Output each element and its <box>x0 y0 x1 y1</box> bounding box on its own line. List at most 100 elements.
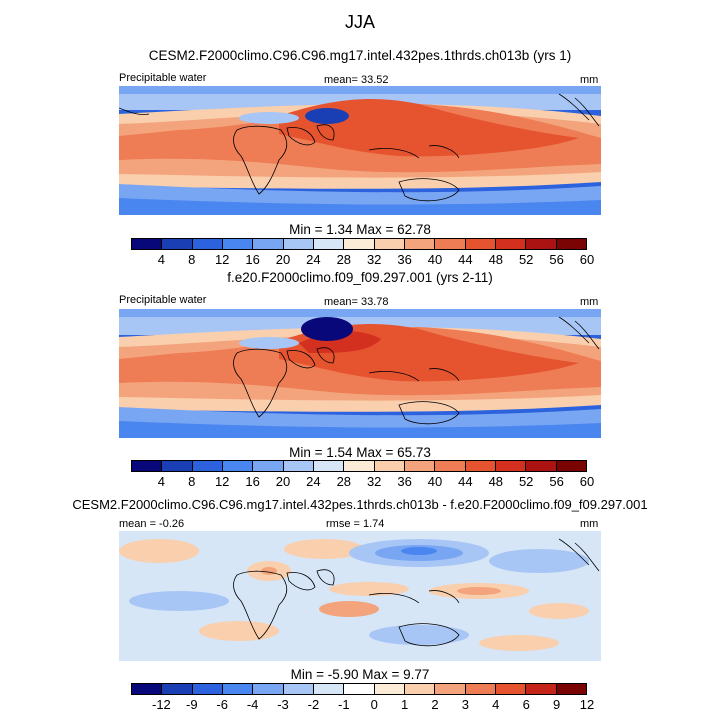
colorbar-tick-label: 4 <box>157 252 166 267</box>
colorbar-tick-label: 24 <box>306 252 321 267</box>
colorbar-swatch <box>526 461 557 471</box>
colorbar-swatch <box>465 461 496 471</box>
colorbar-tick-label: -3 <box>277 697 289 712</box>
panel-3-run-title: CESM2.F2000climo.C96.C96.mg17.intel.432p… <box>72 497 648 512</box>
colorbar-tick-label: 28 <box>336 252 352 267</box>
colorbar-swatch <box>132 461 163 471</box>
colorbar-swatch <box>253 461 284 471</box>
colorbar-swatch <box>465 239 496 249</box>
colorbar-swatch <box>404 461 436 471</box>
colorbar-tick-label: -2 <box>307 697 320 712</box>
colorbar-tick-label: 4 <box>157 474 166 489</box>
colorbar-tick-label: 6 <box>522 697 530 712</box>
colorbar-tick-label: 12 <box>214 474 230 489</box>
colorbar-swatch <box>222 684 254 694</box>
colorbar-tick-label: 9 <box>552 697 561 712</box>
colorbar-tick-label: 16 <box>245 252 260 267</box>
panel-1-colorbar-ticks: 4 8 12 16 20 24 28 32 36 40 44 48 52 56 60 <box>131 252 594 268</box>
panel-1-run-title: CESM2.F2000climo.C96.C96.mg17.intel.432p… <box>148 48 572 63</box>
colorbar-swatch <box>222 239 254 249</box>
colorbar-swatch <box>435 239 466 249</box>
panel-1-variable-label: Precipitable water <box>119 72 207 84</box>
colorbar-swatch <box>404 239 436 249</box>
panel-2-minmax: Min = 1.54 Max = 65.73 <box>289 445 431 460</box>
colorbar-tick-label: 56 <box>549 474 564 489</box>
colorbar-tick-label: 48 <box>488 252 504 267</box>
colorbar-swatch <box>132 239 163 249</box>
colorbar-tick-label: -6 <box>216 697 228 712</box>
colorbar-tick-label: 36 <box>397 252 412 267</box>
colorbar-tick-label: -12 <box>151 697 171 712</box>
colorbar-swatch <box>556 239 586 249</box>
panel-1-mean-label: mean= 33.52 <box>324 74 389 86</box>
colorbar-swatch <box>374 239 405 249</box>
colorbar-swatch <box>465 684 496 694</box>
figure-title: JJA <box>344 12 375 32</box>
colorbar-swatch <box>374 461 405 471</box>
colorbar-swatch <box>556 684 586 694</box>
colorbar-swatch <box>495 239 527 249</box>
colorbar-swatch <box>283 684 314 694</box>
colorbar-tick-label: 8 <box>188 252 196 267</box>
colorbar-swatch <box>495 684 527 694</box>
colorbar-tick-label: 28 <box>336 474 352 489</box>
colorbar-tick-label: 2 <box>431 697 439 712</box>
colorbar-swatch <box>253 684 284 694</box>
panel-2-colorbar-ticks: 4 8 12 16 20 24 28 32 36 40 44 48 52 56 60 <box>131 474 594 490</box>
colorbar-swatch <box>162 239 193 249</box>
colorbar-tick-label: 44 <box>458 252 473 267</box>
colorbar-swatch <box>404 684 436 694</box>
colorbar-swatch <box>313 684 345 694</box>
colorbar-swatch <box>192 684 223 694</box>
colorbar-tick-label: 20 <box>275 474 291 489</box>
colorbar-tick-label: -9 <box>186 697 198 712</box>
colorbar-swatch <box>192 239 223 249</box>
colorbar-swatch <box>192 461 223 471</box>
colorbar-swatch <box>344 461 375 471</box>
colorbar-swatch <box>435 461 466 471</box>
panel-2-run-title: f.e20.F2000climo.f09_f09.297.001 (yrs 2-… <box>227 270 493 285</box>
panel-3-colorbar-ticks: -12 -9 -6 -4 -3 -2 -1 0 1 2 3 4 6 9 12 <box>131 697 594 713</box>
colorbar-swatch <box>253 239 284 249</box>
colorbar-swatch <box>344 239 375 249</box>
colorbar-swatch <box>222 461 254 471</box>
colorbar-tick-label: 12 <box>214 252 230 267</box>
colorbar-tick-label: 0 <box>370 697 378 712</box>
panel-2-mean-label: mean= 33.78 <box>324 296 389 308</box>
colorbar-tick-label: 40 <box>427 252 443 267</box>
colorbar-tick-label: 48 <box>488 474 504 489</box>
colorbar-swatch <box>495 461 527 471</box>
colorbar-swatch <box>162 461 193 471</box>
colorbar-tick-label: 8 <box>188 474 196 489</box>
panel-3-map <box>119 531 601 661</box>
colorbar-tick-label: -1 <box>338 697 350 712</box>
panel-3-mean-label: mean = -0.26 <box>119 518 185 530</box>
panel-2-map <box>119 309 601 438</box>
panel-3-units-label: mm <box>580 518 599 530</box>
colorbar-swatch <box>526 239 557 249</box>
colorbar-swatch <box>313 239 345 249</box>
colorbar-tick-label: 1 <box>400 697 409 712</box>
colorbar-tick-label: 3 <box>461 697 470 712</box>
panel-2-variable-label: Precipitable water <box>119 294 207 306</box>
colorbar-tick-label: 52 <box>518 474 534 489</box>
colorbar-tick-label: 60 <box>579 252 595 267</box>
colorbar-swatch <box>162 684 193 694</box>
colorbar-tick-label: 52 <box>518 252 534 267</box>
panel-3-rmse-label: rmse = 1.74 <box>326 518 385 530</box>
colorbar-tick-label: 12 <box>579 697 595 712</box>
colorbar-swatch <box>283 239 314 249</box>
panel-3-minmax: Min = -5.90 Max = 9.77 <box>290 667 430 682</box>
colorbar-swatch <box>313 461 345 471</box>
colorbar-tick-label: 24 <box>306 474 321 489</box>
panel-1-minmax: Min = 1.34 Max = 62.78 <box>289 222 431 237</box>
panel-2-units-label: mm <box>580 296 599 308</box>
colorbar-tick-label: 32 <box>366 252 382 267</box>
colorbar-swatch <box>283 461 314 471</box>
colorbar-tick-label: -4 <box>246 697 259 712</box>
panel-3-colorbar <box>131 683 587 695</box>
colorbar-tick-label: 40 <box>427 474 443 489</box>
colorbar-tick-label: 36 <box>397 474 412 489</box>
panel-2-colorbar <box>131 460 587 472</box>
colorbar-swatch <box>344 684 375 694</box>
